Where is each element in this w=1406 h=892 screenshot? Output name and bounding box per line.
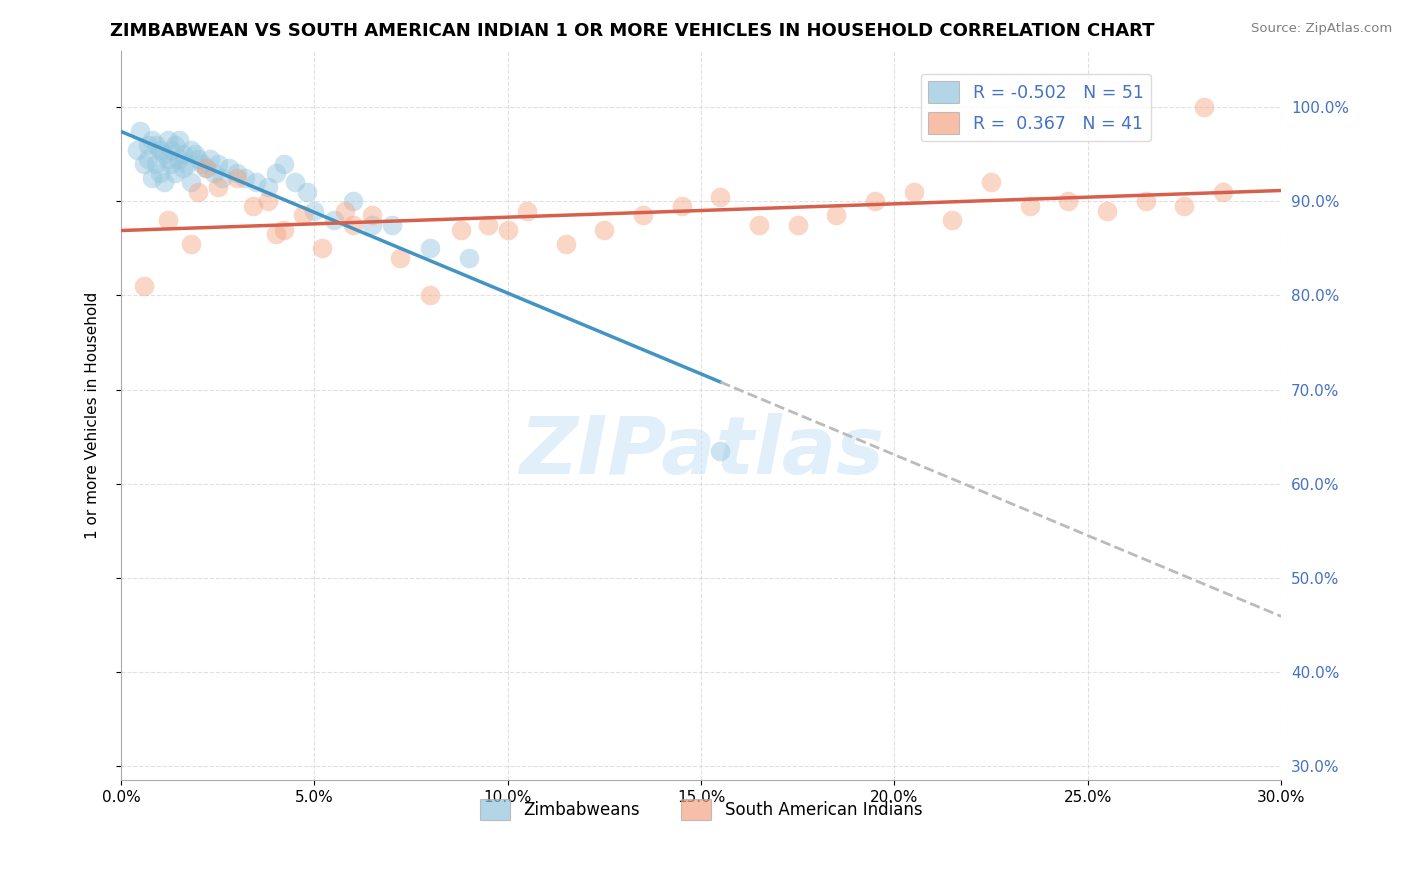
Point [516,203,538,218]
Point [152,147,174,161]
Point [172,147,194,161]
Point [156,152,179,166]
Point [183,147,205,161]
Point [322,213,344,227]
Point [198,152,221,166]
Point [631,209,654,223]
Point [554,236,576,251]
Point [1057,194,1080,209]
Point [1212,185,1234,199]
Point [145,156,167,170]
Point [496,222,519,236]
Point [136,137,159,152]
Text: Source: ZipAtlas.com: Source: ZipAtlas.com [1251,22,1392,36]
Point [273,222,295,236]
Point [180,143,202,157]
Point [149,143,172,157]
Point [450,222,472,236]
Point [903,185,925,199]
Point [160,143,183,157]
Point [152,176,174,190]
Point [207,180,229,194]
Point [388,251,411,265]
Point [361,209,384,223]
Point [709,443,731,458]
Point [156,133,179,147]
Point [863,194,886,209]
Point [477,218,499,232]
Point [342,194,364,209]
Point [165,137,187,152]
Point [176,156,198,170]
Text: ZIMBABWEAN VS SOUTH AMERICAN INDIAN 1 OR MORE VEHICLES IN HOUSEHOLD CORRELATION : ZIMBABWEAN VS SOUTH AMERICAN INDIAN 1 OR… [111,22,1154,40]
Point [226,166,249,180]
Point [335,203,357,218]
Point [141,133,163,147]
Point [167,133,190,147]
Point [419,288,441,302]
Point [145,137,167,152]
Point [218,161,240,176]
Point [342,218,364,232]
Point [671,199,693,213]
Point [195,161,218,176]
Point [242,199,264,213]
Point [1095,203,1118,218]
Point [211,170,233,185]
Point [180,236,202,251]
Text: ZIPatlas: ZIPatlas [519,413,883,491]
Point [458,251,481,265]
Point [381,218,404,232]
Point [419,241,441,255]
Point [295,185,318,199]
Y-axis label: 1 or more Vehicles in Household: 1 or more Vehicles in Household [86,292,100,539]
Point [264,166,287,180]
Point [709,189,731,203]
Point [136,152,159,166]
Point [291,209,314,223]
Point [180,176,202,190]
Point [134,156,156,170]
Point [165,166,187,180]
Point [1192,100,1215,114]
Point [125,143,148,157]
Point [361,218,384,232]
Point [245,176,267,190]
Point [187,152,209,166]
Point [980,176,1002,190]
Point [311,241,333,255]
Point [167,152,190,166]
Point [195,161,218,176]
Point [226,170,249,185]
Point [1173,199,1195,213]
Point [825,209,848,223]
Point [273,156,295,170]
Point [141,170,163,185]
Point [160,156,183,170]
Point [172,161,194,176]
Point [593,222,616,236]
Point [1018,199,1040,213]
Point [941,213,963,227]
Legend: Zimbabweans, South American Indians: Zimbabweans, South American Indians [474,792,929,827]
Point [257,180,280,194]
Point [149,166,172,180]
Point [129,124,152,138]
Point [191,156,214,170]
Point [264,227,287,242]
Point [284,176,307,190]
Point [786,218,808,232]
Point [233,170,256,185]
Point [748,218,770,232]
Point [202,166,225,180]
Point [187,185,209,199]
Point [1135,194,1157,209]
Point [304,203,326,218]
Point [207,156,229,170]
Point [156,213,179,227]
Point [257,194,280,209]
Point [134,279,156,293]
